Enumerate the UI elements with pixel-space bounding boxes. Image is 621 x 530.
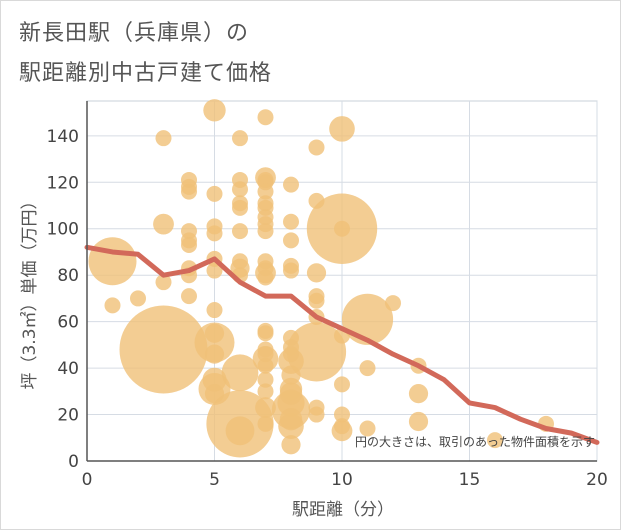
bubble-point bbox=[281, 365, 301, 385]
bubble-point bbox=[334, 220, 350, 237]
bubble-point bbox=[329, 116, 355, 142]
bubble-point bbox=[232, 181, 248, 198]
bubble-point bbox=[206, 225, 223, 242]
x-tick-label: 10 bbox=[331, 470, 353, 490]
bubble-point bbox=[257, 223, 274, 240]
bubble-point bbox=[255, 397, 276, 418]
bubble-point bbox=[334, 376, 350, 393]
bubble-point bbox=[257, 415, 274, 432]
bubble-series bbox=[88, 99, 554, 458]
bubble-point bbox=[257, 346, 274, 363]
bubble-point bbox=[359, 360, 376, 377]
bubble-point bbox=[202, 367, 227, 392]
x-tick-label: 15 bbox=[459, 470, 481, 490]
y-tick-label: 60 bbox=[57, 313, 79, 333]
bubble-point bbox=[181, 288, 197, 305]
y-tick-label: 140 bbox=[47, 127, 79, 147]
bubble-point bbox=[306, 263, 327, 283]
bubble-point bbox=[283, 213, 299, 230]
bubble-point bbox=[257, 357, 274, 374]
y-tick-label: 100 bbox=[47, 220, 79, 240]
x-tick-label: 5 bbox=[209, 470, 220, 490]
axes bbox=[86, 101, 597, 462]
bubble-point bbox=[283, 262, 299, 279]
bubble-point bbox=[308, 292, 325, 309]
y-tick-label: 80 bbox=[57, 266, 79, 286]
chart-title-line1: 新長田駅（兵庫県）の bbox=[19, 21, 250, 46]
bubble-point bbox=[181, 237, 197, 253]
bubble-point bbox=[232, 130, 248, 147]
bubble-point bbox=[257, 383, 274, 400]
x-tick-label: 0 bbox=[82, 470, 93, 490]
bubble-point bbox=[408, 411, 429, 432]
bubble-point bbox=[334, 418, 350, 435]
bubble-point bbox=[308, 192, 325, 209]
bubble-point bbox=[359, 420, 376, 437]
chart-title-line2: 駅距離別中古戸建て価格 bbox=[19, 61, 273, 86]
bubble-point bbox=[283, 346, 299, 363]
bubble-point bbox=[334, 406, 350, 423]
trend-line bbox=[84, 244, 600, 445]
y-tick-label: 20 bbox=[57, 406, 79, 426]
bubble-point bbox=[204, 384, 225, 404]
x-tick-label: 20 bbox=[586, 470, 608, 490]
bubble-point bbox=[232, 223, 248, 240]
x-axis-label: 駅距離（分） bbox=[292, 500, 394, 520]
y-tick-label: 40 bbox=[57, 359, 79, 379]
bubble-point bbox=[155, 130, 172, 147]
tick-labels: 0 20 40 60 80 100 120 140 0 5 10 15 20 bbox=[47, 127, 608, 490]
bubble-point bbox=[153, 213, 174, 235]
bubble-point bbox=[155, 274, 172, 291]
bubble-point bbox=[130, 290, 146, 307]
bubble-point bbox=[232, 199, 248, 216]
bubble-point bbox=[221, 354, 259, 392]
bubble-point bbox=[203, 99, 226, 122]
bubble-point bbox=[88, 237, 137, 286]
bubble-point bbox=[257, 371, 274, 388]
bubble-point bbox=[204, 323, 225, 343]
bubble-point bbox=[119, 305, 208, 394]
bubble-point bbox=[206, 262, 223, 279]
bubble-point bbox=[225, 416, 255, 446]
y-tick-label: 120 bbox=[47, 173, 79, 193]
bubble-point bbox=[181, 183, 197, 200]
bubble-point bbox=[283, 232, 299, 249]
y-tick-label: 0 bbox=[68, 452, 79, 472]
bubble-point bbox=[308, 406, 325, 423]
bubble-point bbox=[232, 253, 248, 270]
bubble-point bbox=[279, 382, 303, 405]
size-note: 円の大きさは、取引のあった物件面積を示す bbox=[355, 434, 595, 449]
bubble-point bbox=[257, 183, 274, 200]
bubble-point bbox=[385, 295, 401, 312]
bubble-point bbox=[308, 139, 325, 156]
bubble-point bbox=[257, 325, 274, 342]
y-axis-label: 坪（3.3㎡）単価（万円） bbox=[20, 192, 40, 389]
bubble-point bbox=[206, 185, 223, 202]
bubble-point bbox=[257, 109, 274, 126]
bubble-point bbox=[283, 176, 299, 193]
bubble-point bbox=[408, 384, 429, 404]
bubble-point bbox=[104, 297, 121, 314]
bubble-point bbox=[206, 302, 223, 319]
bubble-point bbox=[487, 432, 503, 449]
bubble-point bbox=[281, 435, 301, 455]
bubble-point bbox=[257, 269, 274, 286]
bubble-point bbox=[204, 344, 225, 364]
bubble-point bbox=[279, 407, 303, 431]
